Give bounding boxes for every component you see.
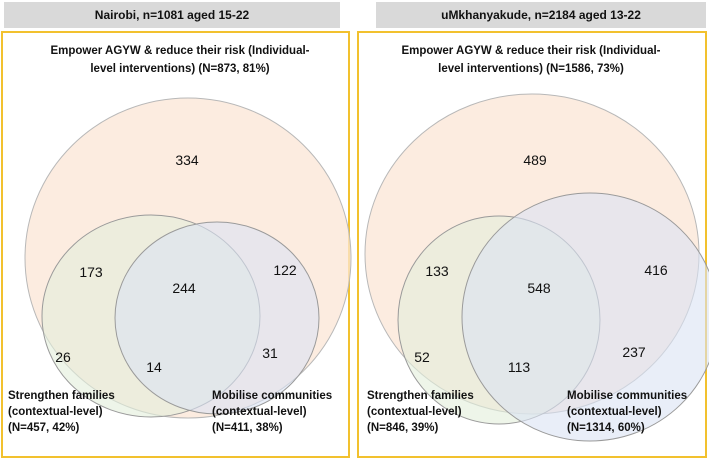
umkhanyakude-individual-only-count: 489 (523, 152, 547, 168)
label-line: Strengthen families (367, 390, 474, 402)
label-line: (N=1314, 60%) (567, 422, 645, 434)
nairobi-individual-only-count: 334 (175, 152, 199, 168)
nairobi-individual-communities-count: 122 (273, 262, 297, 278)
label-line: level interventions) (N=873, 81%) (90, 63, 270, 75)
nairobi-communities-label: Mobilise communities (contextual-level) … (212, 388, 332, 436)
nairobi-families-communities-count: 14 (146, 359, 162, 375)
label-line: (contextual-level) (212, 406, 307, 418)
nairobi-individual-label: Empower AGYW & reduce their risk (Indivi… (20, 42, 340, 78)
label-line: (contextual-level) (367, 406, 462, 418)
nairobi-families-label: Strengthen families (contextual-level) (… (8, 388, 115, 436)
label-line: Empower AGYW & reduce their risk (Indivi… (50, 45, 310, 57)
label-line: (N=846, 39%) (367, 422, 439, 434)
umkhanyakude-families-communities-count: 113 (507, 359, 531, 375)
label-line: level interventions) (N=1586, 73%) (438, 63, 624, 75)
umkhanyakude-communities-label: Mobilise communities (contextual-level) … (567, 388, 687, 436)
label-line: (N=411, 38%) (212, 422, 283, 434)
umkhanyakude-communities-circle (461, 192, 709, 442)
umkhanyakude-families-only-count: 52 (414, 349, 430, 365)
label-line: Strengthen families (8, 390, 115, 402)
nairobi-all-three-count: 244 (172, 280, 196, 296)
umkhanyakude-individual-label: Empower AGYW & reduce their risk (Indivi… (366, 42, 696, 78)
umkhanyakude-individual-families-count: 133 (425, 263, 449, 279)
umkhanyakude-panel (357, 31, 707, 458)
label-line: Empower AGYW & reduce their risk (Indivi… (401, 45, 661, 57)
umkhanyakude-families-label: Strengthen families (contextual-level) (… (367, 388, 474, 436)
nairobi-individual-families-count: 173 (79, 264, 103, 280)
umkhanyakude-header: uMkhanyakude, n=2184 aged 13-22 (376, 2, 706, 28)
umkhanyakude-individual-communities-count: 416 (644, 262, 668, 278)
nairobi-families-only-count: 26 (55, 349, 71, 365)
label-line: (N=457, 42%) (8, 422, 80, 434)
nairobi-communities-circle (114, 221, 320, 415)
label-line: (contextual-level) (8, 406, 103, 418)
nairobi-header: Nairobi, n=1081 aged 15-22 (4, 2, 340, 28)
umkhanyakude-all-three-count: 548 (527, 280, 551, 296)
label-line: Mobilise communities (567, 390, 688, 402)
label-line: (contextual-level) (567, 406, 662, 418)
nairobi-communities-only-count: 31 (262, 345, 278, 361)
umkhanyakude-communities-only-count: 237 (622, 344, 646, 360)
label-line: Mobilise communities (212, 390, 333, 402)
